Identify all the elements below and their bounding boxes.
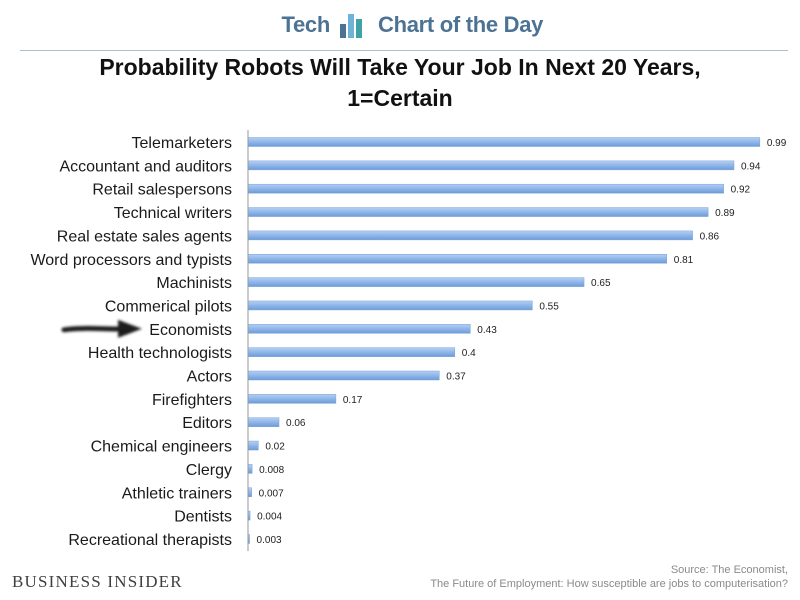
category-label: Technical writers bbox=[114, 205, 232, 222]
bar bbox=[247, 207, 709, 217]
value-label: 0.81 bbox=[674, 255, 694, 266]
bar bbox=[247, 324, 471, 334]
category-label: Actors bbox=[187, 369, 232, 386]
bar bbox=[247, 440, 259, 451]
category-label: Word processors and typists bbox=[30, 252, 232, 269]
bar bbox=[247, 370, 440, 381]
category-label: Firefighters bbox=[152, 392, 232, 409]
value-label: 0.99 bbox=[767, 138, 787, 149]
business-insider-logo: BUSINESS INSIDER bbox=[12, 572, 183, 591]
category-label: Real estate sales agents bbox=[57, 228, 232, 245]
bar bbox=[247, 183, 724, 194]
category-label: Commerical pilots bbox=[105, 298, 232, 315]
bar bbox=[247, 254, 668, 264]
category-label: Machinists bbox=[156, 275, 232, 292]
value-label: 0.007 bbox=[259, 488, 284, 499]
bar bbox=[247, 137, 761, 147]
value-label: 0.004 bbox=[257, 512, 282, 523]
bar bbox=[247, 417, 280, 427]
value-label: 0.003 bbox=[257, 535, 282, 546]
value-label: 0.02 bbox=[265, 442, 285, 453]
bar bbox=[247, 394, 337, 404]
category-label: Chemical engineers bbox=[91, 439, 232, 456]
bar bbox=[247, 230, 693, 241]
bar bbox=[247, 487, 252, 497]
category-label: Economists bbox=[149, 322, 232, 339]
value-label: 0.37 bbox=[446, 372, 466, 383]
value-label: 0.43 bbox=[477, 325, 497, 336]
value-label: 0.4 bbox=[462, 348, 476, 359]
category-label: Retail salespersons bbox=[92, 182, 232, 199]
value-label: 0.94 bbox=[741, 161, 761, 172]
category-label: Health technologists bbox=[88, 345, 232, 362]
bar bbox=[247, 160, 735, 171]
value-label: 0.008 bbox=[259, 465, 284, 476]
value-label: 0.86 bbox=[700, 231, 720, 242]
header-chart-of-the-day-label: Chart of the Day bbox=[378, 12, 544, 37]
value-label: 0.89 bbox=[715, 208, 735, 219]
source-line-1: Source: The Economist, bbox=[670, 564, 788, 576]
bar bbox=[247, 300, 533, 311]
chart-logo-icon bbox=[340, 14, 362, 38]
value-label: 0.65 bbox=[591, 278, 611, 289]
category-label: Telemarketers bbox=[132, 135, 232, 152]
value-label: 0.17 bbox=[343, 395, 363, 406]
bar bbox=[247, 277, 585, 287]
chart-of-the-day-header: Tech Chart of the Day bbox=[0, 6, 800, 51]
header-divider bbox=[20, 50, 788, 51]
hand-drawn-arrow-icon bbox=[61, 319, 142, 338]
value-label: 0.55 bbox=[539, 301, 559, 312]
chart-title: Probability Robots Will Take Your Job In… bbox=[99, 54, 701, 111]
category-label: Editors bbox=[182, 415, 232, 432]
category-label: Athletic trainers bbox=[122, 485, 232, 502]
bar bbox=[247, 347, 456, 357]
category-label: Recreational therapists bbox=[68, 532, 232, 549]
bar-chart: Telemarketers 0.99 Accountant and auditors… bbox=[30, 130, 787, 551]
bar bbox=[247, 464, 253, 474]
source-note: Source: The Economist, The Future of Emp… bbox=[430, 563, 788, 591]
header-tech-label: Tech bbox=[281, 12, 330, 37]
source-line-2: The Future of Employment: How susceptibl… bbox=[430, 578, 788, 590]
category-label: Accountant and auditors bbox=[59, 158, 232, 175]
value-label: 0.06 bbox=[286, 418, 306, 429]
value-label: 0.92 bbox=[731, 185, 751, 196]
category-label: Clergy bbox=[186, 462, 232, 479]
category-label: Dentists bbox=[174, 509, 232, 526]
